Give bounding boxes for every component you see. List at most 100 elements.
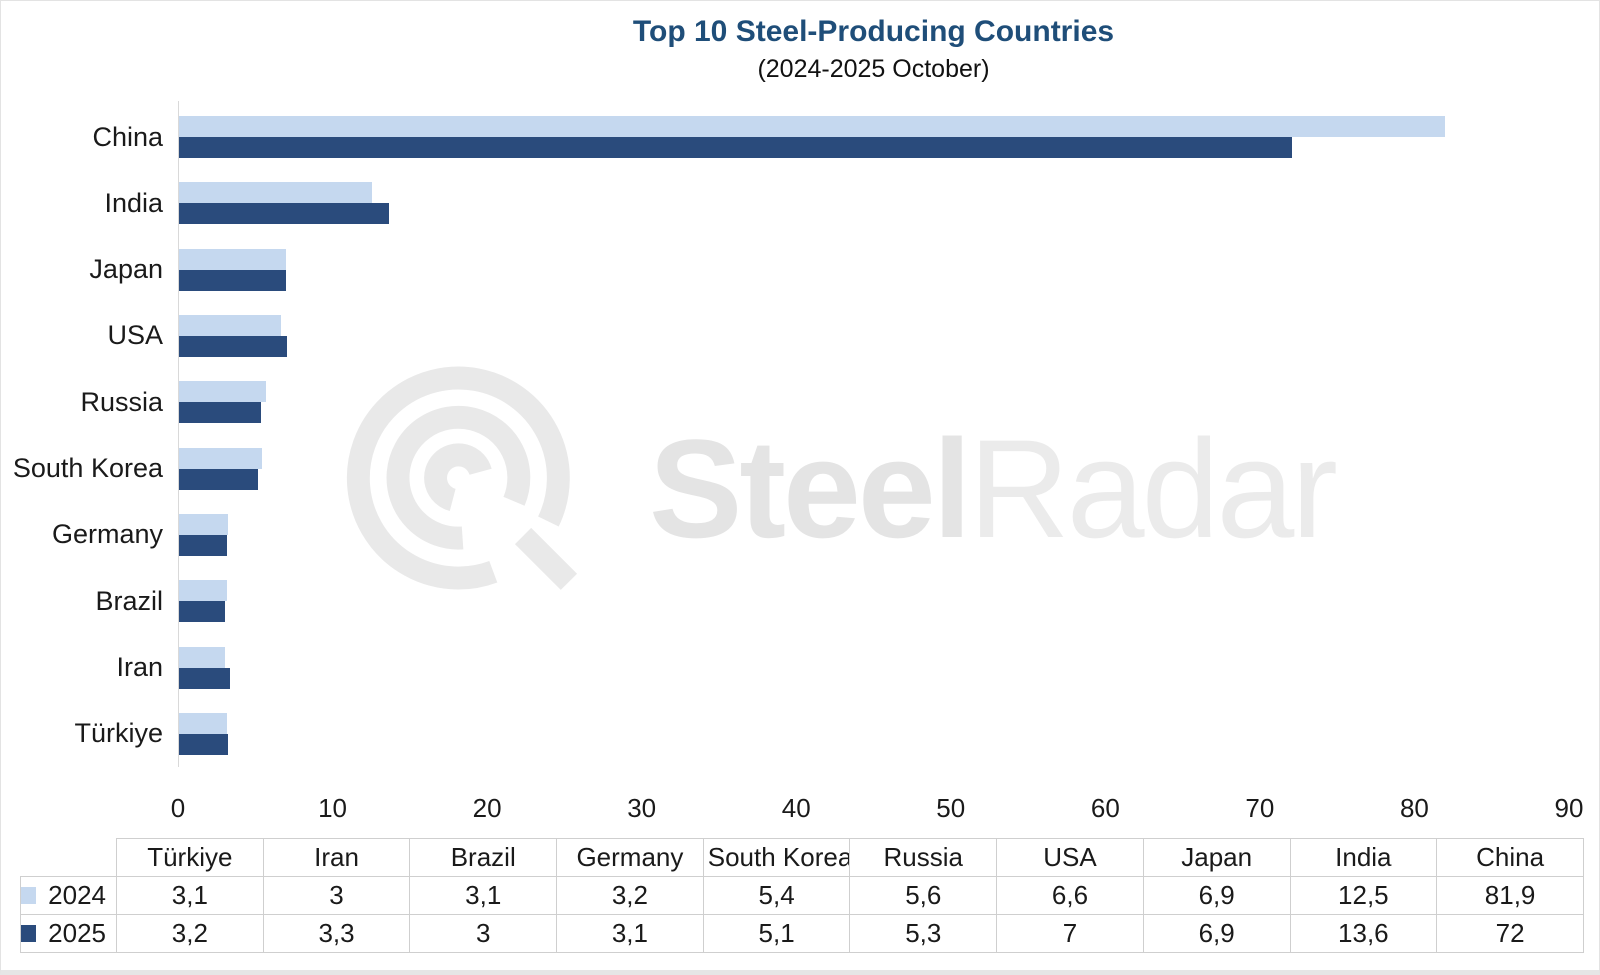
table-value-2024-brazil: 3,1: [409, 876, 558, 915]
category-label: Türkiye: [74, 718, 163, 749]
table-legend-cell-2025: 2025: [20, 914, 117, 953]
table-value-2025-russia: 5,3: [849, 914, 998, 953]
bar-2025-south-korea: [179, 468, 258, 490]
x-axis-tick-label: 70: [1245, 793, 1275, 823]
bar-2025-brazil: [179, 601, 226, 623]
bar-2024-russia: [179, 381, 266, 403]
watermark-text: SteelRadar: [649, 419, 1338, 559]
x-axis-tick-label: 90: [1554, 793, 1584, 823]
table-value-2024-usa: 6,6: [996, 876, 1144, 915]
category-label: USA: [107, 320, 163, 351]
table-value-2024-japan: 6,9: [1142, 876, 1291, 915]
y-axis-line: [178, 101, 179, 767]
category-row-russia: Russia: [1, 369, 1569, 435]
category-label: South Korea: [12, 453, 163, 483]
legend-label-2024: 2024: [48, 880, 106, 910]
table-legend-cell-2024: 2024: [20, 876, 117, 915]
x-axis-tick-label: 0: [170, 793, 186, 823]
x-axis-tick-label: 30: [627, 793, 657, 823]
bar-2024-india: [179, 182, 373, 204]
bar-2024-brazil: [179, 580, 227, 602]
table-value-2025-india: 13,6: [1289, 914, 1438, 953]
table-value-2024-germany: 3,2: [556, 876, 704, 915]
table-value-2025-iran: 3,3: [262, 914, 411, 953]
x-axis-tick-label: 50: [936, 793, 966, 823]
table-value-2025-south-korea: 5,1: [702, 914, 851, 953]
category-label: India: [104, 187, 163, 218]
category-row-india: India: [1, 170, 1569, 236]
table-value-2025-brazil: 3: [409, 914, 558, 953]
bar-2025-russia: [179, 402, 261, 424]
category-label: Russia: [80, 386, 163, 417]
watermark-steel: Steel: [649, 410, 972, 567]
category-row-iran: Iran: [1, 634, 1569, 700]
table-value-2025-türkiye: 3,2: [116, 914, 264, 953]
table-column-header-india: India: [1289, 838, 1438, 877]
watermark-radar: Radar: [968, 410, 1338, 567]
bar-2024-china: [179, 116, 1445, 138]
category-label: Brazil: [95, 585, 163, 616]
table-corner-blank: [21, 839, 117, 877]
bar-2024-usa: [179, 315, 281, 337]
bar-2025-usa: [179, 336, 288, 358]
table-value-2024-türkiye: 3,1: [116, 876, 264, 915]
category-label: China: [92, 121, 163, 152]
table-column-header-japan: Japan: [1142, 838, 1291, 877]
table-value-2024-russia: 5,6: [849, 876, 998, 915]
category-row-germany: Germany: [1, 502, 1569, 568]
bar-2025-india: [179, 203, 390, 225]
bar-2024-türkiye: [179, 712, 227, 734]
table-row-2024: 2024 3,1 3 3,1 3,2 5,4 5,6 6,6 6,9 12,5 81,9: [20, 876, 1584, 915]
category-row-türkiye: Türkiye: [1, 701, 1569, 767]
bar-2024-south-korea: [179, 447, 263, 469]
bar-2025-japan: [179, 269, 286, 291]
table-value-2025-japan: 6,9: [1142, 914, 1291, 953]
table-column-header-south-korea: South Korea: [702, 838, 851, 877]
x-axis-tick-label: 40: [781, 793, 811, 823]
table-value-2025-china: 72: [1436, 914, 1584, 953]
table-column-header-brazil: Brazil: [409, 838, 558, 877]
table-value-2025-germany: 3,1: [556, 914, 704, 953]
radar-logo-icon: [346, 366, 578, 590]
category-row-south-korea: South Korea: [1, 436, 1569, 502]
table-column-header-türkiye: Türkiye: [116, 838, 264, 877]
category-row-china: China: [1, 104, 1569, 170]
bar-2025-türkiye: [179, 733, 229, 755]
chart-subtitle: (2024-2025 October): [757, 55, 990, 83]
legend-swatch-2025: [21, 925, 37, 942]
table-value-2024-iran: 3: [262, 876, 411, 915]
x-axis-tick-label: 20: [472, 793, 502, 823]
category-row-usa: USA: [1, 303, 1569, 369]
category-label: Iran: [116, 651, 163, 682]
bar-2024-japan: [179, 248, 286, 270]
chart-data-table: Türkiye Iran Brazil Germany South Korea Russi…: [20, 838, 1584, 953]
table-column-header-china: China: [1436, 838, 1584, 877]
bar-2025-iran: [179, 667, 230, 689]
legend-swatch-2024: [21, 887, 37, 904]
table-column-header-iran: Iran: [262, 838, 411, 877]
x-axis-tick-label: 60: [1090, 793, 1120, 823]
table-column-header-usa: USA: [996, 838, 1144, 877]
x-axis-tick-label: 10: [318, 793, 347, 823]
chart-title: Top 10 Steel-Producing Countries: [632, 15, 1115, 48]
table-value-2024-south-korea: 5,4: [702, 876, 851, 915]
category-row-japan: Japan: [1, 237, 1569, 303]
bar-2025-china: [179, 137, 1292, 159]
table-value-2024-india: 12,5: [1289, 876, 1438, 915]
legend-label-2025: 2025: [48, 918, 106, 948]
category-label: Germany: [51, 519, 163, 550]
table-row-2025: 2025 3,2 3,3 3 3,1 5,1 5,3 7 6,9 13,6 72: [20, 914, 1584, 953]
bar-2024-germany: [179, 513, 229, 535]
bar-2024-iran: [179, 646, 226, 668]
x-axis-tick-label: 80: [1399, 793, 1429, 823]
category-row-brazil: Brazil: [1, 568, 1569, 634]
category-label: Japan: [89, 254, 163, 285]
bar-2025-germany: [179, 534, 227, 556]
table-value-2024-china: 81,9: [1436, 876, 1584, 915]
table-value-2025-usa: 7: [996, 914, 1144, 953]
table-column-header-russia: Russia: [849, 838, 998, 877]
table-column-header-germany: Germany: [556, 838, 704, 877]
